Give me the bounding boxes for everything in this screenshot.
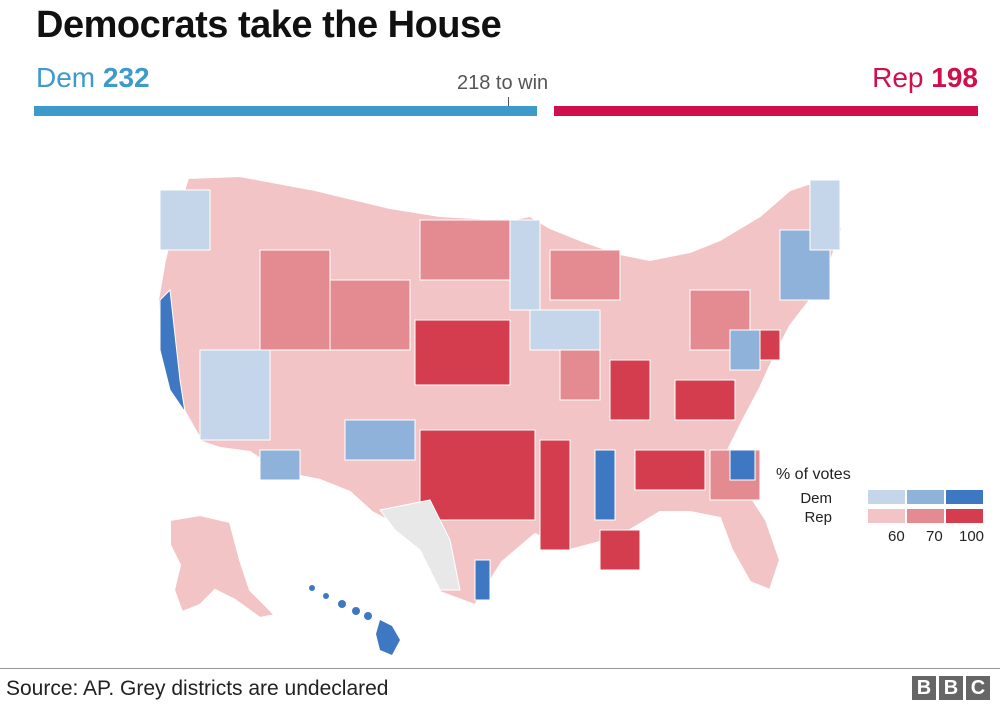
- bbc-logo-letter: B: [912, 676, 936, 700]
- rep-district: [419, 429, 536, 521]
- legend-tick-70: 70: [926, 528, 943, 545]
- legend-dem-swatch-low: [868, 490, 905, 504]
- alaska-shape: [169, 513, 278, 620]
- dem-district: [809, 179, 841, 251]
- rep-seat-count: Rep 198: [872, 62, 978, 94]
- rep-district: [329, 279, 411, 351]
- rep-district: [549, 249, 621, 301]
- rep-strong-districts: [259, 219, 781, 571]
- legend-title: % of votes: [776, 466, 851, 483]
- footer-divider: [0, 668, 1000, 669]
- dem-district: [474, 559, 491, 601]
- legend-tick-60: 60: [888, 528, 905, 545]
- undeclared-districts: [379, 499, 461, 591]
- bbc-logo-letter: C: [966, 676, 990, 700]
- dem-district: [509, 219, 541, 311]
- page-title: Democrats take the House: [36, 4, 502, 46]
- dem-districts: [159, 179, 841, 601]
- legend-rep-swatch-mid: [907, 509, 944, 523]
- dem-seats: 232: [102, 62, 150, 93]
- rep-district: [674, 379, 736, 421]
- rep-district: [599, 529, 641, 571]
- legend-rep-label: Rep: [804, 509, 832, 526]
- undeclared-district: [379, 499, 461, 591]
- dem-district: [594, 449, 616, 521]
- rep-district: [419, 219, 511, 281]
- dem-district: [159, 189, 211, 251]
- legend-dem-swatch-high: [946, 490, 983, 504]
- legend-rep-swatch-low: [868, 509, 905, 523]
- rep-district: [259, 249, 331, 351]
- dem-district: [529, 309, 601, 351]
- dem-district: [199, 349, 271, 441]
- threshold-tick: [508, 97, 509, 106]
- rep-district: [609, 359, 651, 421]
- rep-district: [634, 449, 706, 491]
- legend-rep-swatch-high: [946, 509, 983, 523]
- rep-district: [559, 349, 601, 401]
- rep-seats: 198: [931, 62, 978, 93]
- hawaii-shape: [309, 585, 400, 655]
- dem-district: [259, 449, 301, 481]
- dem-seat-count: Dem 232: [36, 62, 150, 94]
- district-map: [156, 174, 844, 655]
- dem-district: [729, 449, 756, 481]
- rep-district: [539, 439, 571, 551]
- dem-seat-bar: [34, 106, 537, 116]
- legend-dem-label: Dem: [800, 490, 832, 507]
- vote-share-legend: % of votes Dem Rep 60 70 100: [770, 466, 990, 556]
- source-note: Source: AP. Grey districts are undeclare…: [6, 677, 389, 700]
- rep-district: [414, 319, 511, 386]
- legend-tick-100: 100: [959, 528, 985, 545]
- bbc-logo: B B C: [912, 676, 990, 700]
- dem-district: [729, 329, 761, 371]
- legend-dem-swatch-mid: [907, 490, 944, 504]
- rep-label: Rep: [872, 62, 924, 93]
- threshold-label: 218 to win: [457, 72, 549, 94]
- dem-label: Dem: [36, 62, 96, 93]
- dem-district: [344, 419, 416, 461]
- bbc-logo-letter: B: [939, 676, 963, 700]
- rep-seat-bar: [554, 106, 978, 116]
- dem-district: [159, 288, 186, 413]
